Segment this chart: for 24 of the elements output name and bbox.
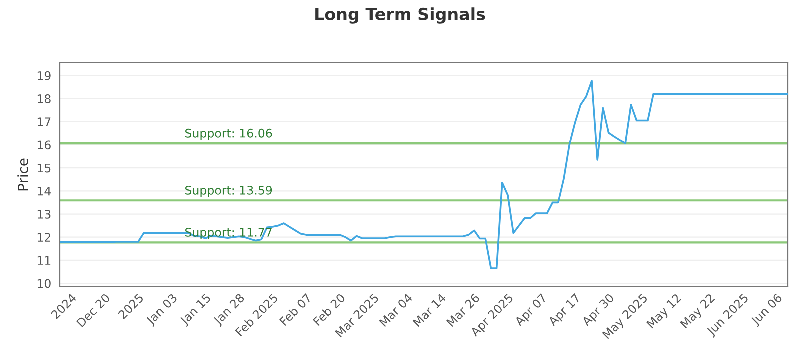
y-tick-label: 15 — [38, 164, 51, 173]
y-tick-label: 13 — [38, 210, 51, 219]
y-tick-label: 17 — [38, 118, 51, 126]
line-series — [60, 80, 788, 270]
x-tick-label: Mar 04 — [379, 293, 414, 328]
x-tick-label: Jan 03 — [146, 293, 180, 328]
x-tick-label: Feb 07 — [279, 293, 312, 326]
y-tick-label: 19 — [38, 71, 51, 80]
x-tick-label: Apr 07 — [514, 293, 549, 328]
x-tick-label: Jan 15 — [179, 294, 213, 328]
y-tick-label: 18 — [38, 94, 51, 104]
y-tick-label: 14 — [38, 187, 52, 196]
y-tick-label: 10 — [38, 279, 51, 288]
y-tick-label: 12 — [38, 233, 50, 242]
x-tick-label: Apr 17 — [548, 294, 583, 328]
x-tick-label: Dec 20 — [76, 293, 111, 328]
x-tick-label: Mar 14 — [412, 293, 447, 328]
ref-line-label: Support: 13.59 — [185, 186, 272, 198]
y-axis-title: Price — [18, 158, 28, 191]
y-tick-label: 16 — [38, 140, 51, 150]
chart-title: Long Term Signals — [316, 8, 486, 24]
x-tick-label: Jun 06 — [750, 293, 784, 328]
y-tick-label: 11 — [38, 256, 51, 265]
ref-line-label: Support: 16.06 — [185, 128, 272, 140]
